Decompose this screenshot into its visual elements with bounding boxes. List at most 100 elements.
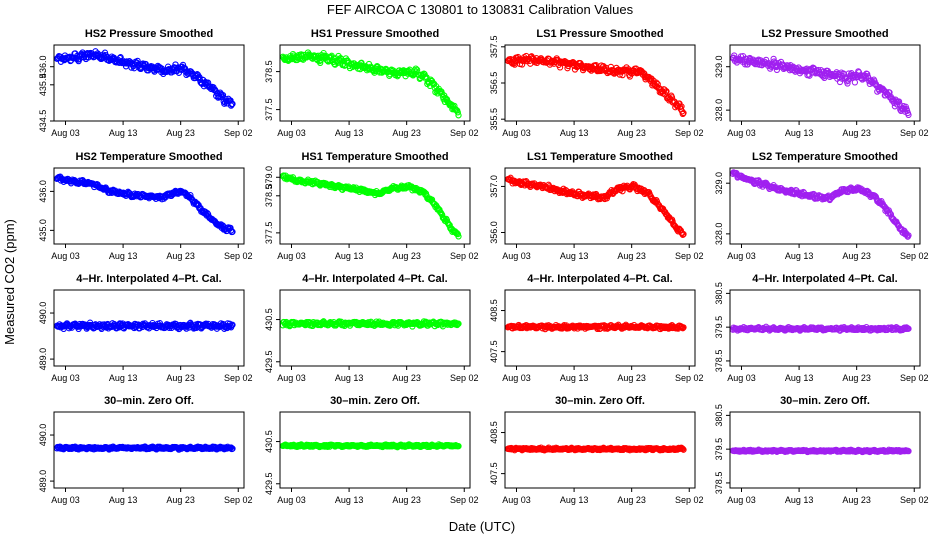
panel-title: 4–Hr. Interpolated 4–Pt. Cal. [527,273,673,285]
x-tick-label: Aug 13 [335,495,364,505]
panel-ls1-pressure: LS1 Pressure Smoothed Aug 03 Aug 13 Aug 23 S… [489,28,704,138]
x-tick-label: Aug 13 [335,251,364,261]
panel-ls1-zero: 30–min. Zero Off. Aug 03 Aug 13 Aug 23 Sep 0… [489,395,704,505]
y-tick-label: 380.5 [714,282,724,305]
x-tick-label: Aug 23 [166,495,195,505]
y-tick-label: 356.5 [489,72,499,95]
data-points [279,172,462,240]
panels-grid: HS2 Pressure Smoothed Aug 03 Aug 13 Aug 23 S… [38,28,929,505]
y-tick-label: 436.0 [38,55,48,78]
x-tick-label: Aug 03 [51,373,80,383]
x-tick-label: Aug 23 [392,495,421,505]
data-point [770,55,777,63]
plot-frame [729,411,921,489]
plot-frame [279,289,471,367]
data-point [680,324,687,331]
data-points [279,318,462,330]
x-tick-label: Sep 02 [900,495,929,505]
x-tick-label: Aug 23 [392,251,421,261]
panel-title: HS2 Temperature Smoothed [75,151,222,163]
y-tick-label: 490.0 [38,302,48,325]
x-tick-label: Aug 23 [842,128,871,138]
y-tick-label: 408.5 [489,299,499,322]
x-tick-label: Aug 13 [335,128,364,138]
data-point [851,79,859,86]
panel-title: HS2 Pressure Smoothed [85,28,213,40]
data-point [895,98,903,105]
plot-frame [53,411,245,489]
data-point [556,64,564,71]
data-point [663,88,670,95]
y-tick-label: 328.0 [714,223,724,246]
x-tick-label: Sep 02 [675,128,704,138]
panel-hs1-zero: 30–min. Zero Off. Aug 03 Aug 13 Aug 23 Sep 0… [264,395,479,505]
data-point [680,109,687,117]
y-tick-label: 378.5 [264,60,274,83]
x-tick-label: Aug 23 [617,128,646,138]
data-point [855,69,863,76]
x-tick-label: Sep 02 [224,373,253,383]
plot-frame [729,44,921,122]
y-tick-label: 408.5 [489,421,499,444]
panel-title: LS2 Temperature Smoothed [752,151,898,163]
y-tick-label: 429.5 [264,351,274,374]
x-tick-label: Aug 03 [727,251,756,261]
x-tick-label: Sep 02 [675,495,704,505]
plot-frame [504,289,696,367]
panel-ls2-temperature: LS2 Temperature Smoothed Aug 03 Aug 13 Aug … [714,151,929,261]
x-tick-label: Aug 03 [51,251,80,261]
y-tick-label: 434.5 [38,110,48,133]
data-points [504,52,687,118]
data-point [317,59,324,67]
data-point [887,211,895,218]
x-tick-label: Aug 13 [560,128,589,138]
data-point [622,67,629,74]
data-point [229,321,236,328]
panel-title: HS1 Pressure Smoothed [311,28,439,40]
y-tick-label: 357.5 [489,36,499,59]
x-tick-label: Sep 02 [450,373,479,383]
x-tick-label: Aug 03 [502,495,531,505]
panel-title: 30–min. Zero Off. [555,395,645,407]
data-points [504,174,687,238]
x-tick-label: Aug 03 [502,251,531,261]
data-point [680,446,687,453]
x-tick-label: Sep 02 [900,251,929,261]
data-point [228,322,235,329]
y-tick-label: 435.0 [38,219,48,242]
x-tick-label: Aug 13 [560,495,589,505]
x-tick-label: Aug 03 [277,495,306,505]
panel-title: 4–Hr. Interpolated 4–Pt. Cal. [302,273,448,285]
data-point [453,230,461,237]
panel-title: 30–min. Zero Off. [104,395,194,407]
panel-hs1-interp: 4–Hr. Interpolated 4–Pt. Cal. Aug 03 Aug 1… [264,273,479,383]
data-point [653,79,660,86]
plot-frame [729,167,921,245]
y-tick-label: 378.5 [714,350,724,373]
data-points [729,446,912,456]
panel-hs2-temperature: HS2 Temperature Smoothed Aug 03 Aug 13 Aug … [38,151,253,261]
y-tick-label: 380.5 [714,404,724,427]
data-points [53,443,236,453]
figure-title: FEF AIRCOA C 130801 to 130831 Calibratio… [327,2,634,17]
y-tick-label: 377.5 [264,222,274,245]
x-tick-label: Aug 13 [785,373,814,383]
x-tick-label: Aug 23 [617,251,646,261]
data-points [729,52,912,119]
x-tick-label: Aug 13 [560,373,589,383]
data-point [905,325,912,332]
data-point [412,65,419,72]
y-tick-label: 430.5 [264,430,274,453]
x-tick-label: Aug 23 [166,128,195,138]
x-tick-label: Aug 13 [109,373,138,383]
y-tick-label: 407.5 [489,340,499,363]
x-tick-label: Sep 02 [900,128,929,138]
y-tick-label: 329.0 [714,55,724,78]
x-tick-label: Aug 23 [166,251,195,261]
panel-title: LS2 Pressure Smoothed [761,28,888,40]
x-tick-label: Aug 03 [502,128,531,138]
x-tick-label: Sep 02 [675,373,704,383]
plot-frame [53,289,245,367]
y-tick-label: 356.0 [489,221,499,244]
